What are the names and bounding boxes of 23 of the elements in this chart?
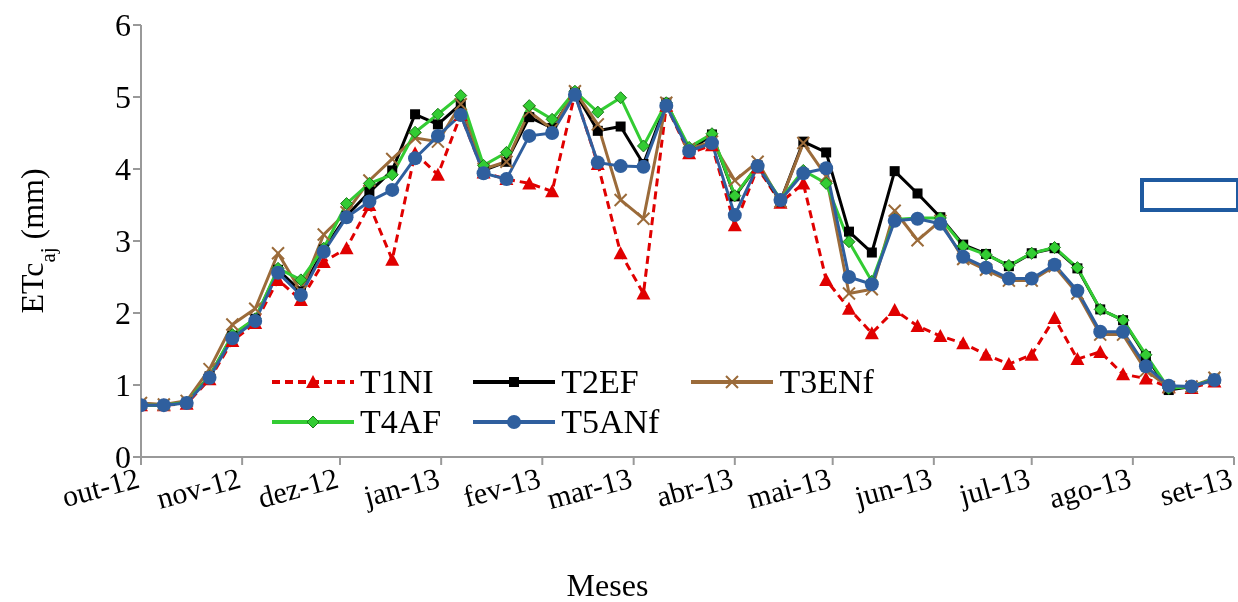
y-tick-label: 3 <box>115 223 131 260</box>
x-axis-title: Meses <box>566 567 649 602</box>
x-tick-label: jul-13 <box>954 460 1034 512</box>
x-tick-label: jan-13 <box>359 460 443 513</box>
legend-label: T5ANf <box>561 403 660 441</box>
x-tick-label: jun-13 <box>850 460 936 514</box>
legend-label: T3ENf <box>779 363 874 401</box>
x-tick-label: mai-13 <box>743 460 835 515</box>
y-tick-label: 1 <box>115 367 131 404</box>
x-tick-label: fev-13 <box>459 460 544 514</box>
legend-label: T2EF <box>561 363 639 401</box>
x-tick-label: nov-12 <box>153 460 244 515</box>
x-tick-label: abr-13 <box>652 460 737 513</box>
x-tick-label: mar-13 <box>543 460 636 516</box>
y-tick-label: 6 <box>115 7 131 44</box>
y-tick-label: 4 <box>115 151 131 188</box>
x-tick-label: set-13 <box>1156 460 1236 512</box>
legend-label: T1NI <box>360 363 434 401</box>
x-tick-label: dez-12 <box>254 460 342 514</box>
y-tick-label: 2 <box>115 295 131 332</box>
y-tick-label: 5 <box>115 79 131 116</box>
legend-label: T4AF <box>360 403 442 441</box>
x-tick-label: ago-13 <box>1045 460 1135 515</box>
